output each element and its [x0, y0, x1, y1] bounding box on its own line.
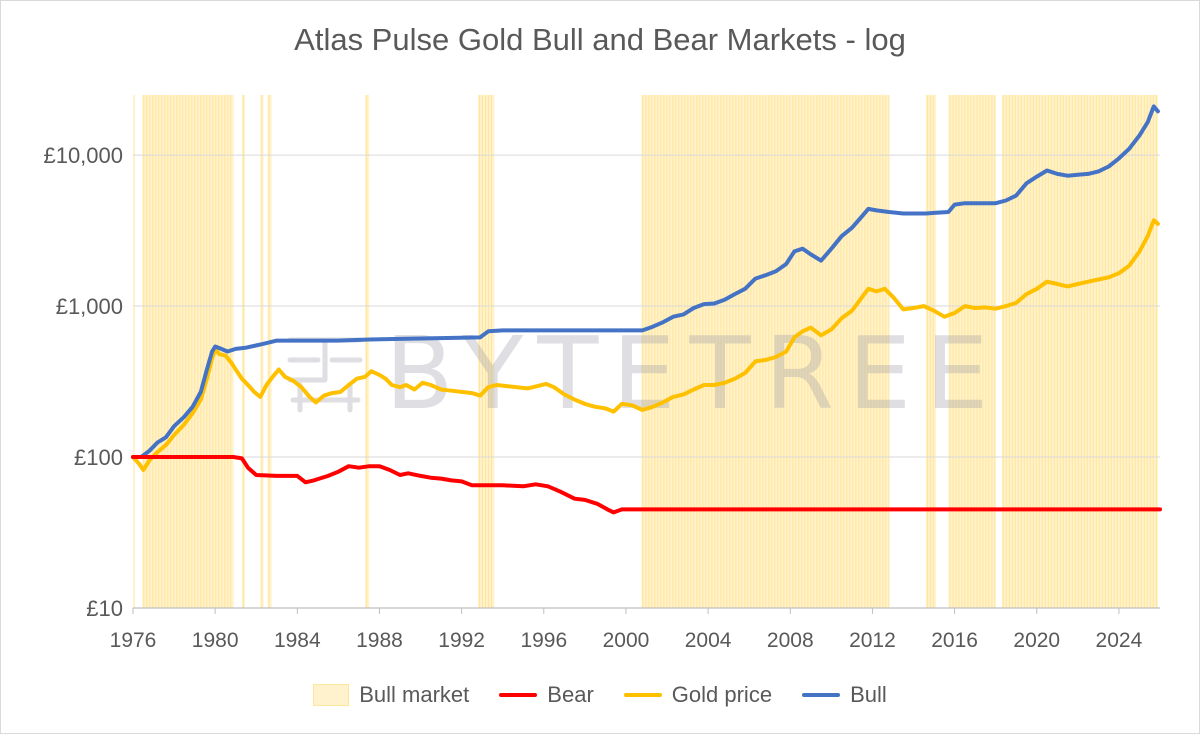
x-tick-label: 1988 [356, 629, 403, 652]
series-lines [131, 104, 1162, 515]
legend-label-bull: Bull [850, 682, 887, 707]
x-tick-label: 2000 [603, 629, 650, 652]
bull-market-band [1001, 95, 1158, 608]
y-tick-label: £100 [74, 445, 123, 470]
chart-title: Atlas Pulse Gold Bull and Bear Markets -… [294, 22, 906, 57]
bull-market-band [925, 95, 937, 608]
bytetree-watermark: BYTETREE [287, 315, 1002, 432]
x-tick-label: 2008 [767, 629, 814, 652]
bull-market-swatch [313, 684, 350, 706]
series-line-bull [131, 104, 1160, 459]
legend-label-bear: Bear [547, 682, 594, 707]
y-tick-label: £1,000 [56, 294, 123, 319]
chart-legend: Bull market Bear Gold price Bull [0, 682, 1200, 708]
x-tick-label: 1984 [274, 629, 321, 652]
x-tick-label: 2004 [685, 629, 732, 652]
y-tick-label: £10,000 [43, 143, 123, 168]
legend-item-bull: Bull [802, 682, 887, 708]
x-tick-label: 2012 [849, 629, 896, 652]
axes: £10 £100 £1,000 £10,000 1976 1980 1984 1988 1992… [43, 143, 1160, 652]
gold-price-swatch [623, 693, 662, 697]
bull-market-band [267, 95, 272, 608]
bull-market-band [641, 95, 889, 608]
legend-item-bear: Bear [499, 682, 594, 708]
x-tick-label: 2024 [1096, 629, 1143, 652]
bull-market-band [133, 95, 135, 608]
x-tick-label: 2016 [931, 629, 978, 652]
bull-market-band [365, 95, 370, 608]
bear-swatch [499, 693, 538, 697]
x-tick-label: 1992 [438, 629, 485, 652]
y-tick-label: £10 [86, 596, 123, 621]
legend-item-gold-price: Gold price [623, 682, 773, 708]
x-tick-label: 2020 [1013, 629, 1060, 652]
x-tick-label: 1976 [110, 629, 157, 652]
x-tick-label: 1980 [192, 629, 239, 652]
legend-label-gold-price: Gold price [671, 682, 773, 707]
bull-swatch [802, 693, 841, 697]
legend-label-bull-market: Bull market [359, 682, 470, 707]
bytetree-logo-icon [287, 337, 363, 413]
watermark-text: BYTETREE [385, 315, 1002, 432]
legend-item-bull-market: Bull market [313, 682, 469, 708]
series-line-gold-price [131, 218, 1160, 472]
x-tick-label: 1996 [520, 629, 567, 652]
series-line-bear [131, 455, 1162, 515]
